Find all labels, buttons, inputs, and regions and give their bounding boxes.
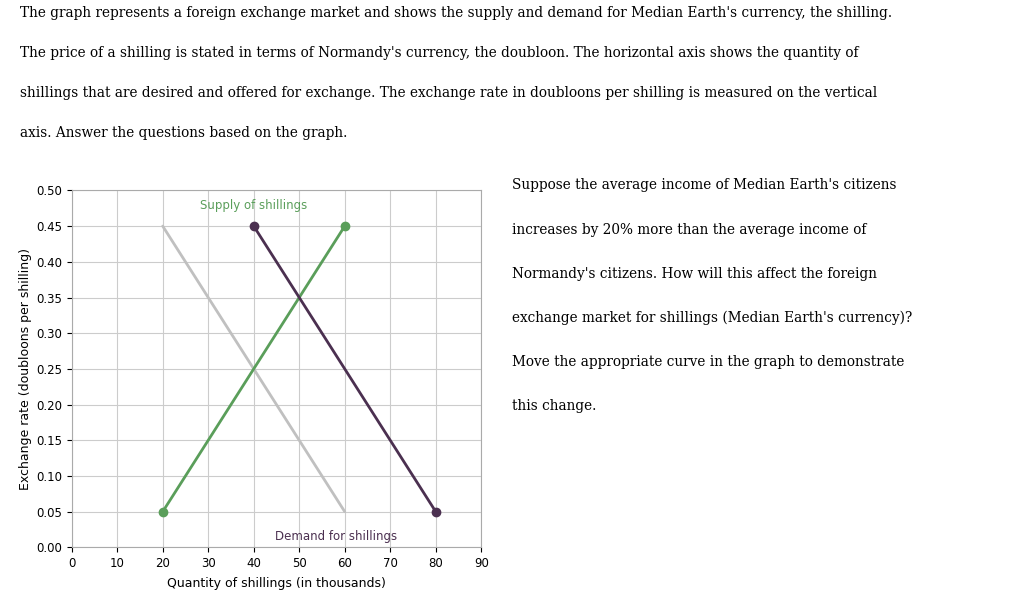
Text: The price of a shilling is stated in terms of Normandy's currency, the doubloon.: The price of a shilling is stated in ter… bbox=[20, 46, 859, 60]
Text: axis. Answer the questions based on the graph.: axis. Answer the questions based on the … bbox=[20, 126, 348, 140]
Text: The graph represents a foreign exchange market and shows the supply and demand f: The graph represents a foreign exchange … bbox=[20, 6, 893, 20]
Text: shillings that are desired and offered for exchange. The exchange rate in doublo: shillings that are desired and offered f… bbox=[20, 86, 878, 101]
Text: this change.: this change. bbox=[512, 399, 596, 414]
Text: Normandy's citizens. How will this affect the foreign: Normandy's citizens. How will this affec… bbox=[512, 267, 877, 281]
X-axis label: Quantity of shillings (in thousands): Quantity of shillings (in thousands) bbox=[167, 577, 386, 590]
Text: Demand for shillings: Demand for shillings bbox=[274, 530, 396, 543]
Text: Move the appropriate curve in the graph to demonstrate: Move the appropriate curve in the graph … bbox=[512, 355, 904, 369]
Y-axis label: Exchange rate (doubloons per shilling): Exchange rate (doubloons per shilling) bbox=[18, 248, 32, 490]
Text: exchange market for shillings (Median Earth's currency)?: exchange market for shillings (Median Ea… bbox=[512, 311, 912, 325]
Text: Suppose the average income of Median Earth's citizens: Suppose the average income of Median Ear… bbox=[512, 178, 896, 193]
Text: Supply of shillings: Supply of shillings bbox=[200, 199, 307, 212]
Text: increases by 20% more than the average income of: increases by 20% more than the average i… bbox=[512, 223, 866, 237]
